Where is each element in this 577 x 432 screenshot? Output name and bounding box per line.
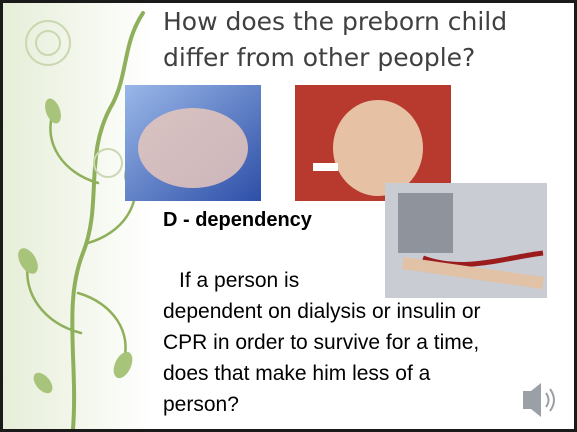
heading: D - dependency	[163, 209, 312, 232]
slide: How does the preborn child differ from o…	[0, 0, 577, 432]
newborn-face	[333, 100, 423, 196]
fetus-figure	[138, 108, 248, 188]
body-line: person?	[163, 393, 239, 417]
title-line: differ from other people?	[163, 43, 475, 72]
dialysis-machine	[398, 193, 453, 253]
body-line: does that make him less of a	[163, 362, 430, 386]
hospital-band	[313, 163, 338, 171]
speaker-icon[interactable]	[523, 383, 554, 417]
body-line: dependent on dialysis or insulin or	[163, 300, 481, 324]
body-line: If a person is	[179, 269, 299, 293]
title-line: How does the preborn child	[163, 7, 507, 36]
body-line: CPR in order to survive for a time,	[163, 331, 479, 355]
